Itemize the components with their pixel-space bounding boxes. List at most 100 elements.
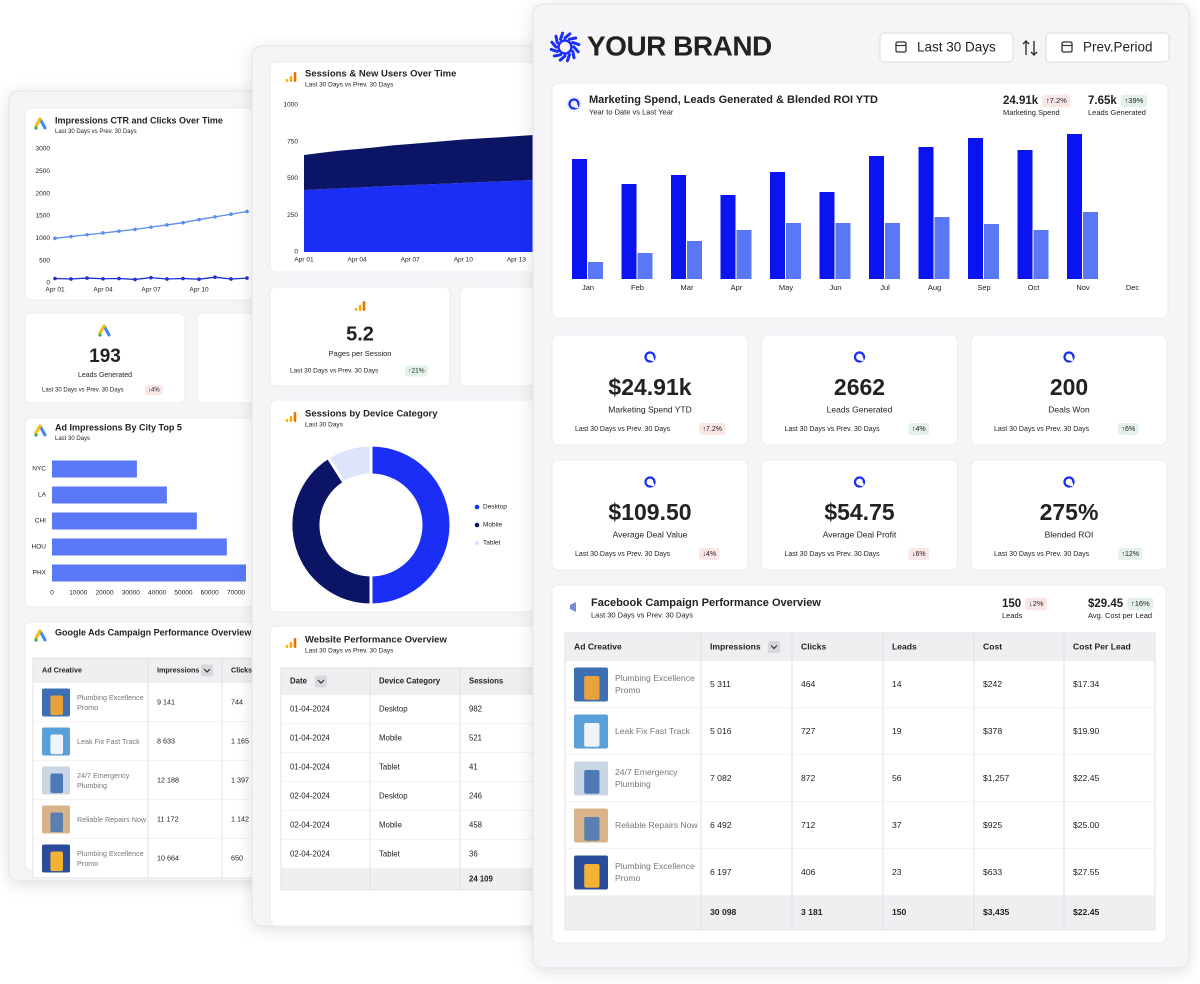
x-tick-label: Oct bbox=[1028, 283, 1041, 292]
bar bbox=[572, 159, 587, 279]
data-point bbox=[85, 276, 89, 280]
column-header: Clicks bbox=[231, 665, 252, 674]
data-point bbox=[133, 227, 137, 232]
x-tick-label: Apr 13 bbox=[507, 257, 527, 264]
kpi-value: 5.2 bbox=[346, 323, 374, 345]
table-cell: 12 188 bbox=[157, 775, 179, 784]
x-tick-label: Apr 10 bbox=[189, 287, 209, 294]
y-tick-label: 2500 bbox=[36, 168, 51, 175]
table-cell: 464 bbox=[801, 679, 816, 689]
category-label: PHX bbox=[33, 570, 47, 577]
google-ads-icon bbox=[34, 433, 38, 437]
donut-slice bbox=[326, 443, 373, 485]
change-badge bbox=[908, 548, 930, 560]
kpi-label: Marketing Spend YTD bbox=[608, 404, 691, 414]
bar bbox=[52, 486, 167, 504]
bar bbox=[671, 175, 686, 279]
creative-cell: Plumbing Excellence Promo bbox=[615, 861, 695, 882]
column-header: Ad Creative bbox=[574, 641, 622, 651]
x-tick-label: Sep bbox=[977, 283, 990, 292]
kpi-label: Leads Generated bbox=[827, 404, 893, 414]
x-tick-label: Jun bbox=[829, 283, 841, 292]
x-tick-label: Aug bbox=[928, 283, 941, 292]
change-badge bbox=[699, 548, 720, 560]
creative-name: Plumbing Excellence Promo bbox=[615, 673, 695, 695]
table-row bbox=[281, 695, 551, 724]
table-cell: Tablet bbox=[379, 850, 401, 859]
total-cell: 3 181 bbox=[801, 907, 823, 917]
x-tick-label: Apr bbox=[731, 283, 743, 292]
swap-icon[interactable] bbox=[1022, 40, 1038, 56]
date-range-button[interactable] bbox=[879, 32, 1014, 63]
x-tick-label: Jan bbox=[582, 283, 594, 292]
y-tick-label: 1000 bbox=[36, 235, 51, 242]
creative-cell: 24/7 Emergency Plumbing bbox=[615, 767, 678, 788]
sort-chevron bbox=[203, 668, 211, 673]
table-cell: 650 bbox=[231, 853, 243, 862]
table-cell: Mobile bbox=[379, 821, 402, 830]
table-cell: Desktop bbox=[379, 705, 408, 714]
card-title: Facebook Campaign Performance Overview bbox=[591, 597, 821, 609]
table-row bbox=[565, 755, 1155, 802]
brand-logo bbox=[559, 31, 565, 41]
bar bbox=[786, 223, 801, 279]
google-ads-icon bbox=[98, 333, 102, 337]
data-point bbox=[101, 231, 105, 235]
table-cell: $633 bbox=[983, 867, 1002, 877]
card bbox=[551, 82, 1169, 319]
creative-thumbnail-detail bbox=[50, 773, 63, 794]
analytics-icon bbox=[289, 76, 293, 82]
kpi-period: Last 30 Days vs Prev. 30 Days bbox=[994, 551, 1090, 558]
creative-cell: Reliable Repairs Now bbox=[77, 815, 146, 824]
brand-logo bbox=[572, 45, 580, 54]
kpi-value: $54.75 bbox=[824, 499, 895, 525]
data-point bbox=[213, 275, 217, 279]
x-tick-label: 0 bbox=[50, 590, 54, 597]
change-badge bbox=[1120, 94, 1148, 108]
card bbox=[459, 286, 551, 387]
google-ads-icon bbox=[34, 638, 38, 642]
card-title: Ad Impressions By City Top 5 bbox=[55, 422, 182, 432]
category-label: NYC bbox=[32, 466, 46, 473]
middle-panel: Sessions & New Users Over Time Last 30 Da… bbox=[251, 45, 551, 927]
data-point bbox=[69, 277, 73, 281]
x-tick-label: 30000 bbox=[122, 590, 140, 597]
card-title: Website Performance Overview bbox=[305, 635, 447, 646]
data-point bbox=[149, 225, 153, 229]
table-row bbox=[281, 840, 551, 869]
change-value: ↑4% bbox=[912, 426, 926, 433]
bar bbox=[1033, 230, 1049, 279]
bar bbox=[918, 147, 934, 279]
middle-dashboard: Sessions & New Users Over Time Last 30 Da… bbox=[251, 45, 551, 927]
table-row bbox=[565, 849, 1155, 896]
creative-name: Plumbing Excellence Promo bbox=[77, 693, 144, 712]
bar bbox=[770, 172, 785, 279]
kpi-label: Average Deal Profit bbox=[823, 529, 897, 539]
card bbox=[970, 459, 1168, 571]
card bbox=[269, 286, 451, 387]
x-tick-label: Apr 04 bbox=[93, 287, 113, 294]
table-cell: 37 bbox=[892, 820, 902, 830]
x-tick-label: Apr 07 bbox=[141, 287, 161, 294]
legend-swatch bbox=[474, 504, 480, 510]
creative-cell: Leak Fix Fast Track bbox=[615, 726, 690, 736]
x-tick-label: 70000 bbox=[227, 590, 245, 597]
x-tick-label: Apr 07 bbox=[401, 257, 421, 264]
compare-button[interactable] bbox=[1045, 32, 1170, 63]
brand-icon bbox=[860, 357, 864, 362]
change-value: ↑39% bbox=[1125, 96, 1144, 105]
brand-logo bbox=[563, 32, 572, 40]
table-border bbox=[564, 632, 1156, 931]
brand-icon bbox=[650, 357, 655, 362]
card-title: Google Ads Campaign Performance Overview bbox=[55, 627, 252, 637]
brand-logo bbox=[565, 53, 571, 63]
creative-cell: Leak Fix Fast Track bbox=[77, 737, 140, 746]
change-badge bbox=[405, 365, 428, 377]
x-tick-label: Apr 10 bbox=[454, 257, 474, 264]
table-cell: 5 311 bbox=[710, 679, 731, 689]
y-tick-label: 500 bbox=[287, 175, 298, 182]
creative-name: Plumbing Excellence Promo bbox=[77, 849, 144, 868]
bar bbox=[637, 253, 653, 279]
bar bbox=[968, 138, 983, 279]
google-ads-icon bbox=[98, 324, 106, 335]
